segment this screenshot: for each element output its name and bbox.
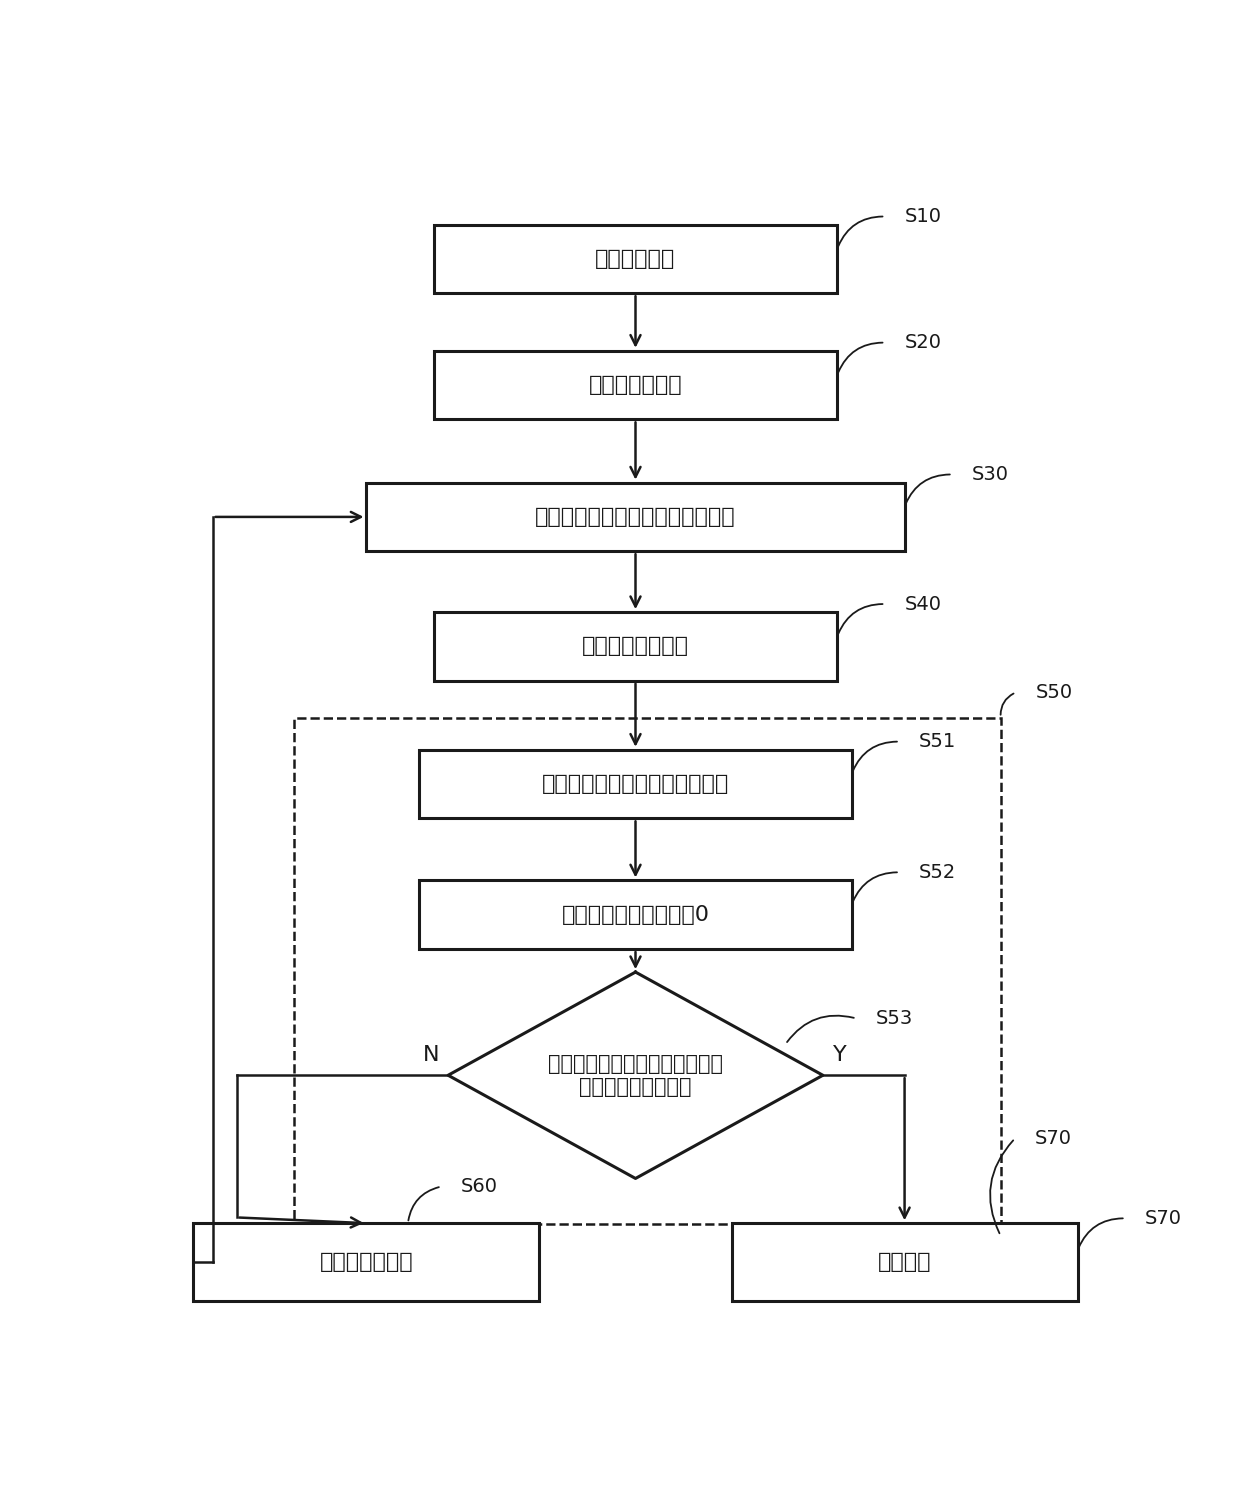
FancyBboxPatch shape [434,612,837,680]
Text: 调整多个载频的初始帧的起始时间: 调整多个载频的初始帧的起始时间 [536,506,735,527]
Text: S40: S40 [905,594,941,613]
Text: 对顶点集合和颜色集合进行编号: 对顶点集合和颜色集合进行编号 [542,774,729,794]
Text: 初始化所有顶点颜色为0: 初始化所有顶点颜色为0 [562,905,709,925]
Text: 配置完成: 配置完成 [878,1252,931,1272]
Text: S50: S50 [1035,683,1073,701]
Text: S60: S60 [461,1176,497,1196]
Text: 建立帧结构拓扑图: 建立帧结构拓扑图 [582,636,689,657]
FancyBboxPatch shape [193,1222,539,1301]
Text: 输入初始参数: 输入初始参数 [595,249,676,270]
FancyBboxPatch shape [434,225,837,293]
FancyBboxPatch shape [732,1222,1078,1301]
Text: S51: S51 [919,733,956,750]
FancyBboxPatch shape [434,351,837,420]
Text: 计算帧结构参数: 计算帧结构参数 [589,375,682,395]
Text: 对帧结构拓扑图进行着色，并判
断是否为有效着色？: 对帧结构拓扑图进行着色，并判 断是否为有效着色？ [548,1054,723,1097]
FancyBboxPatch shape [367,482,905,551]
Text: S70: S70 [1034,1129,1071,1148]
Text: S30: S30 [972,465,1009,484]
Polygon shape [448,972,823,1178]
Text: Y: Y [833,1045,847,1065]
Text: 调整帧结构参数: 调整帧结构参数 [320,1252,413,1272]
FancyBboxPatch shape [419,749,852,819]
FancyBboxPatch shape [419,880,852,948]
Text: S10: S10 [905,207,941,226]
Text: S20: S20 [905,334,941,351]
Text: S52: S52 [919,862,956,881]
Text: S53: S53 [875,1010,913,1027]
Text: N: N [423,1045,439,1065]
Text: S70: S70 [1145,1209,1182,1228]
